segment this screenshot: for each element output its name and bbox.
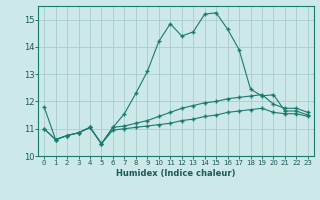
X-axis label: Humidex (Indice chaleur): Humidex (Indice chaleur) (116, 169, 236, 178)
